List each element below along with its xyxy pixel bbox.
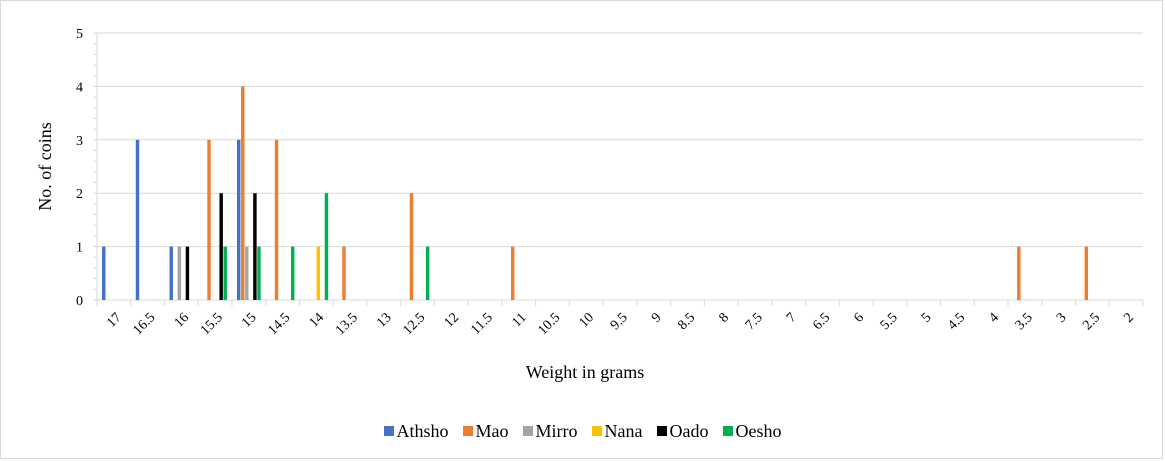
bar-athsho	[169, 246, 173, 300]
bar-mao	[241, 86, 245, 301]
bar-mao	[207, 139, 211, 300]
legend-swatch	[656, 426, 667, 436]
x-tick-label: 2	[1121, 310, 1137, 326]
x-tick-label: 3	[1054, 310, 1070, 326]
bar-nana	[316, 246, 321, 300]
bar-mao	[1084, 246, 1089, 300]
legend-swatch	[722, 426, 733, 436]
x-tick-label: 5.5	[878, 310, 901, 333]
legend-item-nana: Nana	[591, 420, 643, 442]
bar-athsho	[102, 246, 106, 300]
bar-mao	[1017, 246, 1021, 300]
y-tick-label: 5	[76, 27, 83, 42]
legend-label: Nana	[604, 420, 643, 441]
y-tick-label: 0	[76, 294, 83, 309]
x-tick-label: 16.5	[131, 310, 159, 338]
legend-item-athsho: Athsho	[383, 420, 449, 442]
x-tick-label: 15.5	[198, 310, 226, 338]
x-tick-label: 12	[442, 310, 463, 331]
x-tick-label: 3.5	[1013, 310, 1036, 333]
x-tick-label: 13.5	[333, 310, 361, 338]
bar-oesho	[223, 246, 227, 300]
legend-item-oado: Oado	[656, 420, 709, 442]
bar-athsho	[135, 139, 140, 300]
x-tick-label: 9	[649, 310, 665, 326]
x-tick-label: 5	[919, 310, 935, 326]
y-axis-title: No. of coins	[35, 122, 55, 211]
x-tick-label: 4.5	[945, 310, 968, 333]
x-tick-label: 12.5	[400, 310, 428, 338]
x-axis-title: Weight in grams	[526, 362, 645, 382]
x-tick-label: 13	[374, 310, 395, 331]
x-tick-label: 14.5	[265, 310, 293, 338]
bar-mao	[409, 193, 414, 300]
legend-label: Oado	[669, 420, 709, 441]
legend-swatch	[383, 426, 394, 436]
x-tick-label: 9.5	[608, 310, 631, 333]
bar-mao	[342, 246, 346, 300]
y-tick-label: 1	[76, 241, 83, 256]
chart-legend: Athsho Mao Mirro Nana Oado Oesho	[1, 419, 1164, 443]
x-tick-label: 10	[577, 310, 598, 331]
bar-mirro	[245, 246, 249, 300]
y-tick-label: 4	[76, 80, 83, 95]
x-tick-label: 7	[784, 310, 800, 326]
bar-mao	[274, 139, 279, 300]
x-tick-label: 10.5	[535, 310, 563, 338]
x-tick-label: 14	[307, 310, 328, 331]
x-tick-label: 7.5	[743, 310, 766, 333]
bar-oesho	[290, 246, 295, 300]
x-tick-label: 8	[716, 310, 732, 326]
bar-mao	[510, 246, 515, 300]
legend-label: Athsho	[396, 420, 449, 441]
x-tick-label: 11.5	[468, 310, 496, 338]
x-tick-label: 2.5	[1080, 310, 1103, 333]
bar-oado	[219, 193, 223, 300]
x-tick-label: 6.5	[810, 310, 833, 333]
x-tick-label: 8.5	[675, 310, 698, 333]
y-tick-label: 3	[76, 134, 83, 149]
legend-item-mao: Mao	[462, 420, 509, 442]
legend-swatch	[462, 426, 473, 436]
x-tick-label: 4	[986, 310, 1002, 326]
y-tick-label: 2	[76, 187, 83, 202]
bar-oado	[253, 193, 257, 300]
legend-swatch	[591, 426, 602, 436]
x-tick-label: 11	[509, 310, 529, 330]
bar-oesho	[257, 246, 261, 300]
legend-item-mirro: Mirro	[522, 420, 578, 442]
x-tick-label: 6	[851, 310, 867, 326]
bar-mirro	[177, 246, 182, 300]
legend-label: Oesho	[735, 420, 782, 441]
bar-athsho	[236, 139, 241, 300]
bar-oado	[185, 246, 190, 300]
bar-oesho	[425, 246, 430, 300]
x-tick-label: 16	[172, 310, 193, 331]
legend-swatch	[522, 426, 533, 436]
x-tick-label: 17	[104, 310, 125, 331]
legend-label: Mirro	[535, 420, 578, 441]
x-tick-label: 15	[239, 310, 260, 331]
legend-item-oesho: Oesho	[722, 420, 782, 442]
legend-label: Mao	[475, 420, 509, 441]
bar-oesho	[324, 193, 329, 300]
